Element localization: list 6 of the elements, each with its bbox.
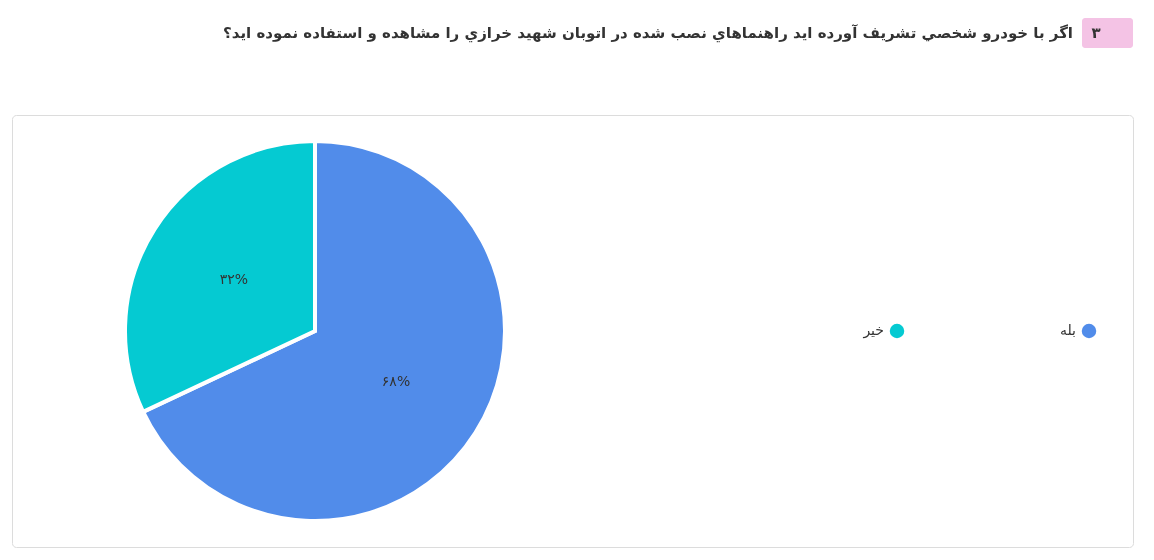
chart-title: اگر با خودرو شخصي تشريف آورده ايد راهنماهاي نصب شده در اتوبان شهيد خرازي را مشاهده و استفاده نموده ايد؟: [223, 24, 1073, 43]
data-label: ۳۲%: [219, 270, 249, 287]
text: ۳: [1091, 24, 1101, 42]
legend-label: خیر: [862, 322, 884, 339]
legend-label: بله: [1059, 322, 1076, 338]
data-label: ۶۸%: [381, 373, 411, 390]
